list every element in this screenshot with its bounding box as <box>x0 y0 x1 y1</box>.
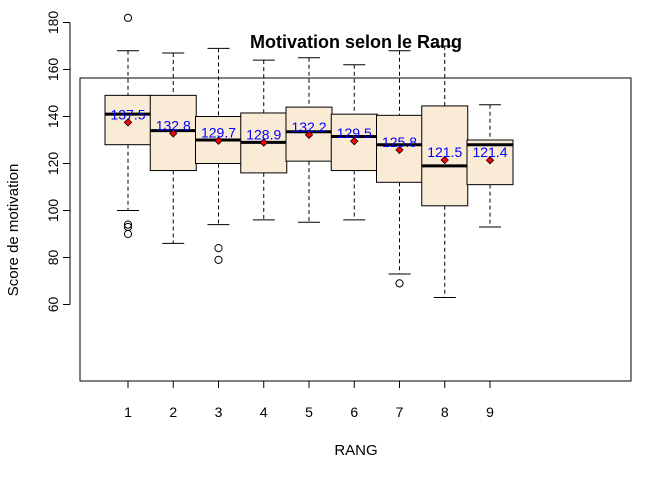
mean-label: 121.4 <box>472 144 507 160</box>
outlier-point <box>123 13 133 22</box>
x-axis-label: RANG <box>334 442 377 459</box>
box-group: 128.9 <box>240 59 288 221</box>
box-group: 129.5 <box>330 64 378 221</box>
y-tick-label: 160 <box>45 58 61 82</box>
y-tick-label: 60 <box>45 297 61 313</box>
box-group: 129.7 <box>195 47 242 264</box>
chart-title: Motivation selon le Rang <box>250 32 462 52</box>
mean-label: 125.8 <box>382 134 417 150</box>
mean-marker <box>304 130 314 139</box>
x-axis: 1 2 3 4 5 6 7 8 9 <box>124 380 494 420</box>
mean-label: 132.8 <box>156 117 191 133</box>
mean-marker <box>259 138 268 147</box>
y-tick-label: 180 <box>45 11 61 35</box>
y-tick-label: 140 <box>45 105 61 129</box>
box-group: 125.8 <box>376 50 423 288</box>
mean-label: 129.5 <box>337 125 372 141</box>
outlier-point <box>214 244 223 253</box>
mean-label: 121.5 <box>427 144 462 160</box>
outlier-point <box>395 279 404 288</box>
y-axis-label: Score de motivation <box>5 164 22 297</box>
x-tick-label: 2 <box>169 404 177 420</box>
mean-marker <box>123 118 133 127</box>
x-tick-label: 8 <box>441 404 449 420</box>
y-tick-label: 120 <box>45 152 61 176</box>
x-tick-label: 9 <box>486 404 494 420</box>
box-group: 137.5 <box>104 13 152 239</box>
x-tick-label: 7 <box>396 404 404 420</box>
mean-marker <box>440 155 449 165</box>
box-group: 121.5 <box>421 45 469 298</box>
outlier-point <box>214 255 223 264</box>
y-tick-label: 100 <box>45 199 61 223</box>
mean-label: 137.5 <box>110 106 145 122</box>
box-group: 121.4 <box>466 104 514 228</box>
y-tick-label: 80 <box>45 250 61 266</box>
outlier-point <box>123 229 133 239</box>
x-tick-label: 5 <box>305 404 313 420</box>
mean-marker <box>350 137 359 146</box>
mean-label: 128.9 <box>246 127 281 143</box>
outlier-point <box>123 220 133 229</box>
mean-marker <box>485 156 495 165</box>
x-tick-label: 1 <box>124 404 132 420</box>
mean-marker <box>169 129 178 138</box>
y-axis: 60 80 100 120 140 160 180 <box>45 11 71 313</box>
mean-label: 129.7 <box>201 125 236 141</box>
x-tick-label: 6 <box>350 404 358 420</box>
x-tick-label: 4 <box>260 404 268 420</box>
box-group: 132.2 <box>285 57 333 223</box>
box-group: 132.8 <box>149 52 197 244</box>
mean-marker <box>395 145 404 155</box>
mean-marker <box>214 136 223 145</box>
box-groups: 137.5 132.8 129.7 128.9 132.2 129.5 125.8 121.5… <box>104 13 514 298</box>
mean-label: 132.2 <box>291 119 326 135</box>
x-tick-label: 3 <box>215 404 223 420</box>
